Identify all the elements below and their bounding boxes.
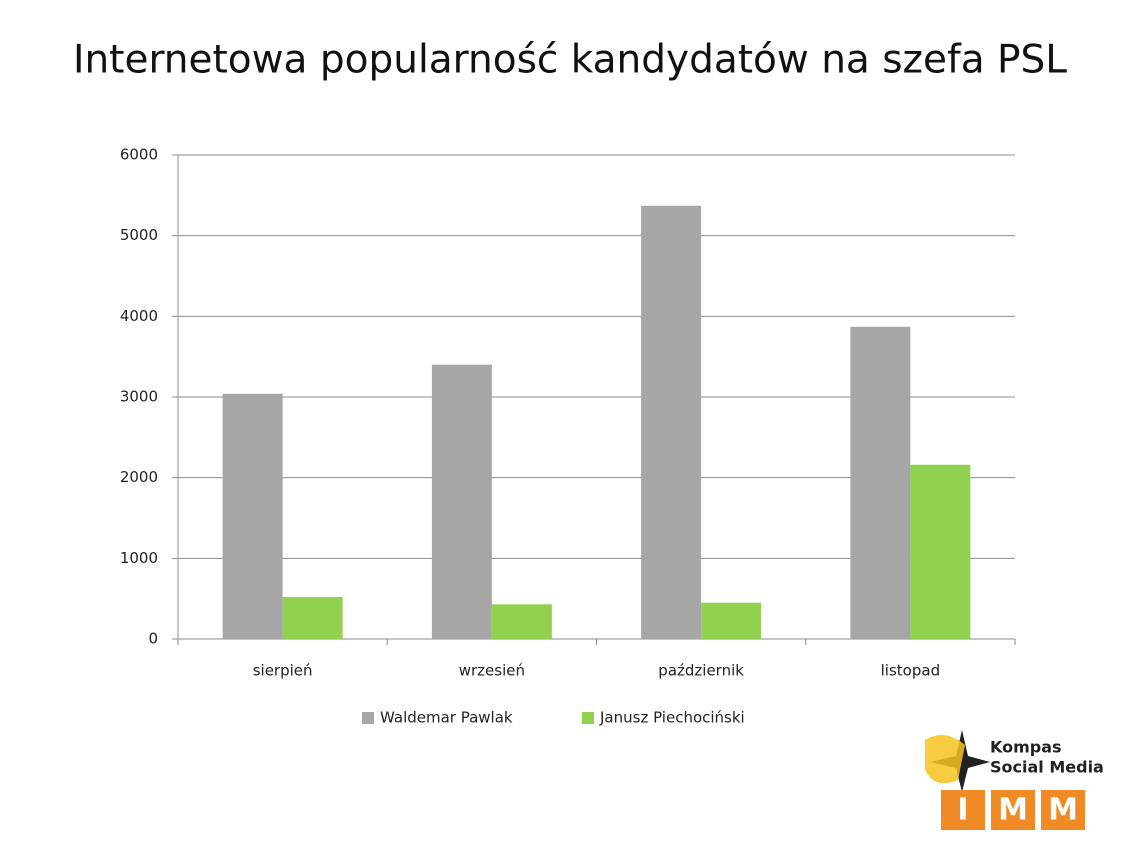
- bar: [850, 326, 911, 639]
- logo-text: Kompas: [990, 738, 1062, 757]
- bar: [701, 602, 762, 639]
- logo-letter: M: [998, 793, 1028, 828]
- logo-box: [991, 790, 1035, 830]
- legend-label: Janusz Piechociński: [599, 709, 745, 727]
- legend-label: Waldemar Pawlak: [380, 709, 513, 727]
- bar: [491, 604, 552, 639]
- logo-bubble: [925, 735, 965, 784]
- logo-text: Social Media: [990, 758, 1104, 777]
- y-tick-label: 1000: [120, 549, 158, 567]
- chart-title: Internetowa popularność kandydatów na sz…: [73, 38, 1067, 83]
- x-tick-label: sierpień: [253, 662, 313, 680]
- x-tick-label: październik: [658, 662, 744, 680]
- logo-letter: I: [957, 793, 968, 828]
- y-tick-label: 6000: [120, 146, 158, 164]
- logo-letter: M: [1048, 793, 1078, 828]
- legend-swatch: [362, 712, 374, 724]
- y-tick-label: 2000: [120, 468, 158, 486]
- bar: [222, 393, 283, 639]
- bar: [641, 205, 702, 639]
- bar: [282, 597, 343, 639]
- y-tick-label: 5000: [120, 226, 158, 244]
- x-tick-label: wrzesień: [459, 662, 525, 680]
- x-tick-label: listopad: [881, 662, 940, 680]
- bar: [910, 464, 971, 639]
- y-tick-label: 4000: [120, 307, 158, 325]
- logo-box: [1041, 790, 1085, 830]
- y-tick-label: 0: [148, 630, 158, 648]
- y-tick-label: 3000: [120, 388, 158, 406]
- bar: [431, 364, 492, 639]
- logo: Kompas Social Media I M M: [925, 730, 1104, 830]
- logo-box: [941, 790, 985, 830]
- legend-swatch: [582, 712, 594, 724]
